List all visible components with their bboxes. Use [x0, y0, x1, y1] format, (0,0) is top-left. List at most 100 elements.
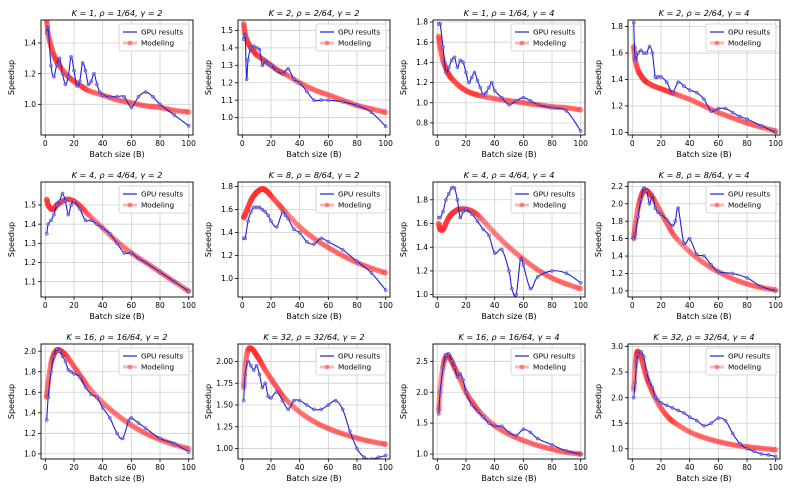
modeling-point	[318, 240, 325, 247]
gpu-results-point	[484, 90, 488, 95]
modeling-point	[264, 370, 271, 376]
modeling-point	[78, 83, 85, 90]
modeling-point	[72, 365, 79, 372]
modeling-point	[242, 210, 249, 216]
gpu-results-point	[297, 230, 302, 235]
modeling-point	[325, 244, 332, 251]
x-tick-label: 80	[742, 139, 752, 148]
y-tick-label: 1.6	[221, 205, 233, 214]
modeling-point	[81, 85, 88, 92]
gpu-results-point	[46, 25, 50, 30]
gpu-results-point	[383, 453, 388, 458]
gpu-results-point	[472, 70, 477, 75]
series-group	[43, 191, 192, 295]
modeling-point	[562, 280, 568, 287]
modeling-point	[48, 206, 55, 212]
modeling-point	[254, 52, 261, 59]
modeling-point	[549, 275, 555, 281]
modeling-point	[650, 83, 657, 89]
gpu-results-point	[436, 412, 441, 416]
legend-gpu-label: GPU results	[533, 28, 575, 37]
modeling-point	[491, 95, 498, 102]
gpu-results-point	[464, 70, 468, 75]
modeling-point	[510, 248, 517, 254]
modeling-point	[250, 193, 257, 200]
modeling-point	[436, 221, 442, 228]
gpu-results-point	[487, 421, 491, 425]
modeling-point	[241, 26, 248, 33]
modeling-point	[134, 425, 140, 432]
plot-frame	[627, 181, 781, 298]
modeling-point	[311, 235, 317, 242]
legend-box	[315, 185, 387, 214]
modeling-point	[496, 234, 502, 241]
modeling-point	[451, 208, 458, 215]
modeling-point	[137, 101, 143, 108]
gpu-results-point	[687, 236, 692, 241]
gpu-results-point	[644, 188, 649, 193]
y-tick-label: 1.25	[216, 422, 233, 431]
modeling-point	[732, 276, 739, 283]
gpu-results-point	[500, 95, 504, 100]
legend-box	[118, 185, 190, 214]
modeling-point	[439, 227, 446, 233]
modeling-point	[722, 440, 729, 447]
modeling-point	[250, 347, 257, 354]
legend-box	[705, 185, 777, 214]
gpu-results-point	[633, 57, 637, 62]
modeling-point	[43, 20, 50, 23]
modeling-point	[670, 418, 677, 425]
x-tick-label: 100	[182, 463, 197, 472]
modeling-point	[668, 417, 675, 424]
modeling-point	[240, 214, 247, 221]
modeling-point	[568, 282, 575, 289]
modeling-point	[306, 416, 313, 422]
modeling-point	[263, 368, 270, 375]
modeling-point	[665, 414, 672, 420]
modeling-point	[451, 78, 458, 85]
modeling-point	[742, 280, 749, 287]
series-group	[240, 185, 389, 292]
modeling-point	[111, 409, 118, 416]
gpu-results-point	[266, 394, 270, 399]
x-axis-label: Batch size (B)	[481, 474, 536, 483]
modeling-point	[255, 354, 262, 361]
modeling-point	[478, 410, 485, 417]
gpu-results-point	[452, 186, 457, 190]
gpu-results-point	[143, 90, 148, 94]
modeling-point	[259, 186, 266, 192]
x-tick-label: 80	[352, 301, 362, 310]
legend-gpu-label: GPU results	[728, 28, 770, 37]
gpu-results-point	[326, 98, 331, 102]
modeling-point	[252, 191, 258, 198]
modeling-point	[559, 279, 565, 286]
modeling-point	[757, 445, 763, 452]
modeling-point	[251, 192, 257, 199]
gpu-results-point	[340, 100, 345, 104]
gpu-results-point	[535, 102, 540, 107]
modeling-point	[449, 210, 455, 217]
modeling-point	[724, 112, 730, 119]
subplot-title: K = 4, ρ = 4/64, γ = 4	[464, 170, 555, 180]
modeling-point	[332, 94, 339, 101]
modeling-point	[671, 419, 678, 426]
series-group	[43, 346, 192, 454]
modeling-point	[245, 202, 252, 209]
modeling-point	[262, 187, 269, 194]
modeling-point	[728, 114, 735, 121]
modeling-point	[299, 411, 306, 418]
modeling-point	[494, 233, 501, 239]
gpu-results-point	[52, 74, 56, 79]
gpu-results-point	[469, 212, 474, 216]
modeling-point	[635, 67, 641, 74]
gpu-results-point	[716, 416, 721, 420]
modeling-point	[261, 186, 267, 193]
modeling-point	[634, 65, 641, 72]
modeling-point	[244, 348, 251, 354]
modeling-point	[262, 366, 268, 373]
gpu-results-point	[383, 288, 388, 292]
modeling-point	[447, 213, 453, 219]
modeling-point	[728, 441, 735, 448]
modeling-point	[452, 79, 458, 85]
